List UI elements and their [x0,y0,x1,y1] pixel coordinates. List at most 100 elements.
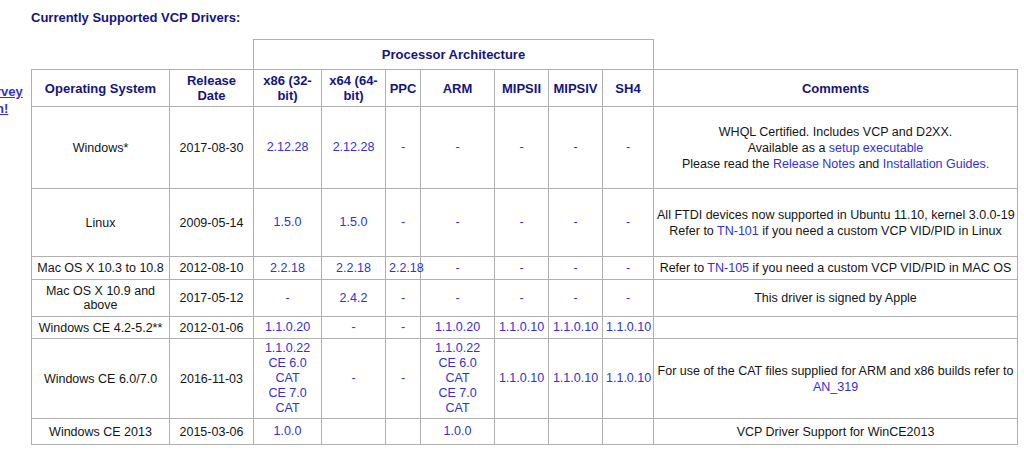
driver-version-cell: 1.0.0 [254,419,322,445]
driver-version-cell: 2.2.18 [254,257,322,280]
comment-line: This driver is signed by Apple [657,290,1014,306]
driver-version-cell: - [495,280,549,317]
driver-version-cell: - [421,280,495,317]
driver-version-cell: 1.0.0 [421,419,495,445]
driver-version-cell: - [421,257,495,280]
comment-link[interactable]: Installation Guides. [883,157,989,171]
driver-version-cell: 1.1.0.10 [549,339,603,419]
comment-link[interactable]: TN-101 [717,224,759,238]
driver-version-link[interactable]: 2.2.18 [270,261,305,275]
driver-version-cell: - [603,189,654,257]
driver-version-cell: - [386,107,421,189]
comments-cell: For use of the CAT files supplied for AR… [654,339,1018,419]
driver-version-link[interactable]: 2.12.28 [267,140,309,154]
driver-version-cell: - [549,107,603,189]
driver-version-link[interactable]: 2.12.28 [333,140,375,154]
driver-version-link[interactable]: CAT [445,401,469,415]
driver-version-link[interactable]: 1.1.0.10 [553,371,598,385]
driver-version-link[interactable]: 1.1.0.10 [499,320,544,334]
comment-line: VCP Driver Support for WinCE2013 [657,424,1014,440]
not-available-dash: - [401,320,405,334]
driver-version-link[interactable]: 2.4.2 [340,291,368,305]
driver-version-link[interactable]: 1.1.0.20 [435,320,480,334]
driver-version-link[interactable]: 2.2.18 [389,261,424,275]
driver-version-cell [603,419,654,445]
driver-version-cell: 1.1.0.10 [495,317,549,339]
driver-version-link[interactable]: 2.2.18 [336,261,371,275]
driver-version-cell: 2.2.18 [322,257,386,280]
driver-version-link[interactable]: 1.5.0 [340,215,368,229]
table-row: Windows CE 6.0/7.02016-11-031.1.0.22CE 6… [32,339,1018,419]
driver-version-link[interactable]: CE 7.0 [268,386,306,400]
driver-version-link[interactable]: 1.0.0 [444,424,472,438]
column-header-operating-system: Operating System [32,70,170,107]
side-link-join[interactable]: n! [0,100,23,117]
driver-version-link[interactable]: 1.1.0.20 [265,320,310,334]
side-link-survey[interactable]: rvey [0,83,23,100]
driver-version-link[interactable]: 1.1.0.10 [606,371,651,385]
driver-version-link[interactable]: 1.1.0.10 [499,371,544,385]
driver-version-link[interactable]: CAT [445,371,469,385]
os-cell: Windows CE 2013 [32,419,170,445]
table-row: Windows*2017-08-302.12.282.12.28-----WHQ… [32,107,1018,189]
column-header-arm: ARM [421,70,495,107]
driver-version-cell: 2.12.28 [322,107,386,189]
driver-version-cell [549,419,603,445]
driver-version-cell: 1.1.0.10 [495,339,549,419]
driver-version-link[interactable]: CE 7.0 [438,386,476,400]
driver-version-cell: - [603,280,654,317]
empty-spacer-cell [32,40,254,70]
not-available-dash: - [626,140,630,154]
comment-text: if you need a custom VCP VID/PID in MAC … [749,261,1011,275]
comment-text: Please read the [682,157,773,171]
driver-version-link[interactable]: 1.1.0.10 [606,320,651,334]
os-cell: Windows* [32,107,170,189]
comment-link[interactable]: TN-105 [707,261,749,275]
table-row: Mac OS X 10.9 and above2017-05-12-2.4.2-… [32,280,1018,317]
driver-version-link[interactable]: 1.0.0 [274,424,302,438]
comment-text: All FTDI devices now supported in Ubuntu… [657,208,1015,222]
driver-version-cell [386,419,421,445]
column-header-release-date: Release Date [170,70,254,107]
driver-version-link[interactable]: 1.1.0.22 [435,341,480,355]
not-available-dash: - [455,215,459,229]
driver-version-link[interactable]: CE 6.0 [438,356,476,370]
sidebar-link-fragment: rvey n! [0,83,23,117]
not-available-dash: - [351,320,355,334]
not-available-dash: - [519,215,523,229]
comment-link[interactable]: setup executable [829,141,924,155]
page: Currently Supported VCP Drivers: rvey n!… [0,0,1024,460]
driver-version-cell: 1.5.0 [254,189,322,257]
driver-version-cell: - [603,107,654,189]
release-date-cell: 2009-05-14 [170,189,254,257]
not-available-dash: - [455,140,459,154]
driver-version-link[interactable]: CAT [275,371,299,385]
driver-version-cell: 1.5.0 [322,189,386,257]
driver-version-link[interactable]: CE 6.0 [268,356,306,370]
driver-version-cell: - [386,280,421,317]
comment-text: Refer to [660,261,708,275]
os-cell: Mac OS X 10.3 to 10.8 [32,257,170,280]
driver-version-link[interactable]: 1.1.0.22 [265,341,310,355]
driver-version-link[interactable]: CAT [275,401,299,415]
comment-text: Available as a [748,141,829,155]
comment-line: Refer to TN-105 if you need a custom VCP… [657,260,1014,276]
column-header-sh4: SH4 [603,70,654,107]
driver-version-cell [322,419,386,445]
release-date-cell: 2015-03-06 [170,419,254,445]
comment-link[interactable]: AN_319 [813,380,858,394]
comment-line: Available as a setup executable [657,140,1014,156]
driver-version-cell: 2.4.2 [322,280,386,317]
comment-text: and [855,157,883,171]
driver-version-link[interactable]: 1.5.0 [274,215,302,229]
driver-version-cell: - [322,317,386,339]
comment-link[interactable]: Release Notes [773,157,855,171]
not-available-dash: - [573,261,577,275]
comment-line: Please read the Release Notes and Instal… [657,156,1014,172]
driver-version-link[interactable]: 1.1.0.10 [553,320,598,334]
release-date-cell: 2017-08-30 [170,107,254,189]
comment-line: For use of the CAT files supplied for AR… [657,363,1014,379]
driver-version-cell: - [386,317,421,339]
comments-cell [654,317,1018,339]
driver-version-cell: - [495,189,549,257]
